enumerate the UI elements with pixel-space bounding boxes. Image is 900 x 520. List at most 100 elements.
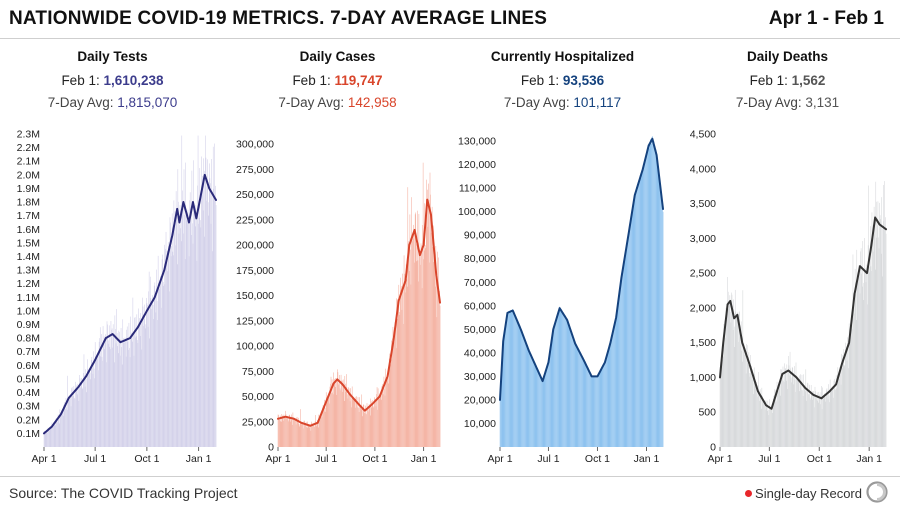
- daily-bar: [822, 394, 824, 447]
- daily-bar: [539, 373, 540, 447]
- daily-bar: [613, 327, 615, 447]
- daily-bar: [155, 312, 157, 447]
- daily-bar: [124, 337, 126, 447]
- daily-bar: [880, 253, 882, 447]
- daily-bar: [605, 359, 607, 447]
- daily-bar: [592, 375, 594, 447]
- daily-bar: [734, 289, 736, 447]
- daily-bar: [773, 395, 775, 447]
- daily-bar: [516, 318, 517, 447]
- daily-bar: [135, 336, 137, 447]
- daily-bar: [285, 410, 286, 447]
- daily-bar: [601, 369, 603, 447]
- daily-bar: [75, 387, 77, 447]
- daily-bar: [174, 211, 176, 447]
- daily-bar: [63, 402, 65, 447]
- daily-bar: [92, 373, 94, 447]
- daily-bar: [648, 145, 649, 448]
- daily-bar: [767, 400, 769, 447]
- y-tick-label: 3,500: [690, 198, 716, 210]
- daily-bar: [180, 228, 181, 447]
- daily-bar: [154, 282, 156, 447]
- daily-bar: [548, 359, 550, 447]
- daily-bar: [215, 205, 217, 447]
- y-tick-label: 1,000: [690, 372, 716, 384]
- daily-bar: [347, 398, 349, 447]
- daily-bar: [359, 405, 361, 447]
- daily-bar: [373, 406, 374, 447]
- daily-bar: [169, 291, 170, 447]
- daily-bar: [607, 351, 609, 447]
- daily-bar: [167, 271, 169, 447]
- daily-bar: [278, 415, 279, 447]
- daily-bar: [134, 317, 136, 447]
- daily-bar: [376, 387, 378, 447]
- daily-bar: [180, 241, 182, 447]
- daily-bar: [200, 220, 201, 447]
- daily-bar: [123, 338, 124, 447]
- daily-bar: [60, 413, 61, 447]
- daily-bar: [168, 245, 170, 447]
- daily-bar: [129, 348, 130, 447]
- daily-bar: [165, 248, 166, 447]
- daily-bar: [104, 349, 106, 447]
- daily-bar: [291, 420, 293, 447]
- daily-bar: [612, 330, 614, 447]
- daily-bar: [189, 200, 190, 447]
- daily-bar: [804, 391, 806, 447]
- daily-bar: [71, 387, 73, 447]
- daily-bar: [122, 319, 124, 447]
- daily-bar: [355, 407, 356, 447]
- daily-bar: [410, 284, 412, 447]
- daily-bar: [798, 391, 800, 447]
- daily-bar: [418, 213, 420, 447]
- daily-bar: [213, 188, 215, 447]
- daily-bar: [44, 431, 45, 447]
- daily-bar: [116, 333, 118, 447]
- daily-bar: [783, 380, 784, 447]
- daily-bar: [186, 220, 188, 447]
- daily-bar: [818, 391, 820, 447]
- daily-bar: [556, 317, 558, 447]
- daily-bar: [742, 290, 744, 447]
- daily-bar: [808, 394, 809, 447]
- daily-bar: [656, 156, 657, 448]
- daily-bar: [746, 345, 748, 447]
- page-title: NATIONWIDE COVID-19 METRICS. 7-DAY AVERA…: [9, 8, 548, 29]
- daily-bar: [511, 311, 513, 447]
- daily-bar: [152, 295, 153, 447]
- daily-bars: [719, 181, 887, 448]
- daily-bar: [785, 368, 786, 447]
- daily-bar: [777, 388, 778, 447]
- daily-bar: [768, 415, 770, 447]
- y-tick-label: 100,000: [236, 341, 274, 353]
- daily-bar: [549, 350, 551, 447]
- panel-latest: Feb 1: 1,610,238: [0, 71, 225, 91]
- tracking-project-logo-icon: [866, 481, 888, 503]
- daily-bar: [544, 375, 546, 447]
- daily-bar: [535, 365, 537, 447]
- daily-bar: [629, 231, 630, 447]
- daily-bar: [620, 280, 622, 447]
- daily-bar: [119, 331, 120, 447]
- daily-bar: [721, 362, 722, 447]
- daily-bar: [607, 353, 608, 447]
- daily-bar: [861, 286, 863, 447]
- daily-bar: [848, 368, 849, 447]
- daily-bar: [409, 214, 411, 447]
- daily-bar: [787, 388, 789, 447]
- daily-bar: [659, 179, 660, 448]
- daily-bar: [513, 312, 515, 447]
- daily-bar: [821, 386, 822, 447]
- daily-bar: [296, 416, 298, 447]
- daily-bar: [343, 386, 345, 447]
- daily-bar: [862, 241, 864, 447]
- daily-bar: [742, 361, 743, 447]
- daily-bar: [102, 326, 104, 447]
- daily-bar: [554, 326, 555, 447]
- daily-bar: [779, 381, 781, 447]
- daily-bar: [792, 372, 794, 447]
- daily-bar: [141, 349, 143, 447]
- daily-bar: [830, 389, 832, 447]
- daily-bar: [411, 197, 412, 447]
